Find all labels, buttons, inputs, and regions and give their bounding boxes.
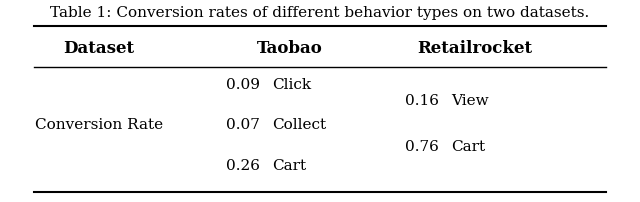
Text: Cart: Cart — [272, 159, 307, 173]
Text: Conversion Rate: Conversion Rate — [35, 118, 163, 132]
Text: Click: Click — [272, 78, 312, 92]
Text: Table 1: Conversion rates of different behavior types on two datasets.: Table 1: Conversion rates of different b… — [51, 6, 589, 20]
Text: Taobao: Taobao — [257, 40, 323, 57]
Text: 0.07: 0.07 — [227, 118, 260, 132]
Text: Retailrocket: Retailrocket — [417, 40, 532, 57]
Text: 0.76: 0.76 — [406, 140, 439, 155]
Text: 0.16: 0.16 — [405, 94, 439, 108]
Text: Dataset: Dataset — [63, 40, 135, 57]
Text: 0.09: 0.09 — [227, 78, 260, 92]
Text: Cart: Cart — [451, 140, 485, 155]
Text: View: View — [451, 94, 489, 108]
Text: 0.26: 0.26 — [227, 159, 260, 173]
Text: Collect: Collect — [272, 118, 326, 132]
